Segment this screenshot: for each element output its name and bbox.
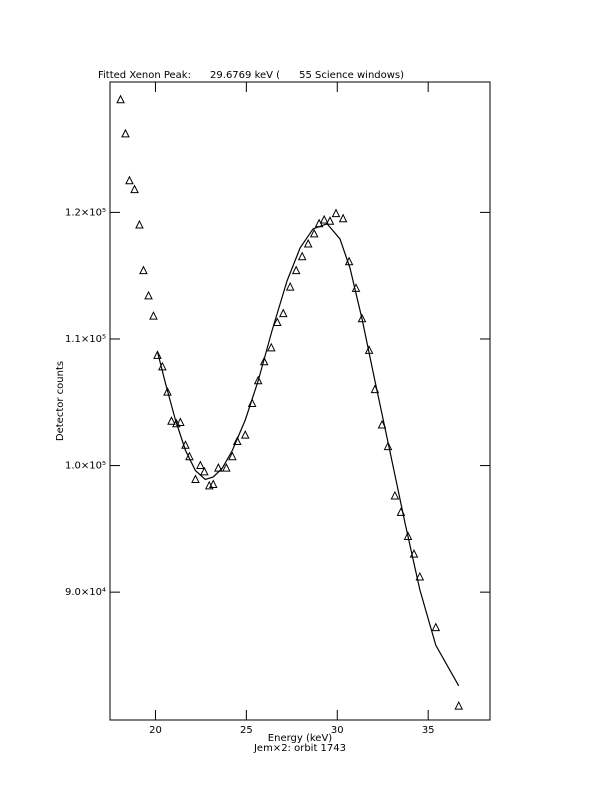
- data-point: [176, 417, 185, 427]
- data-point: [319, 214, 329, 224]
- data-point: [309, 228, 319, 238]
- data-point: [325, 216, 335, 225]
- data-point: [357, 313, 367, 323]
- data-point: [331, 208, 341, 218]
- data-point: [278, 308, 288, 318]
- x-tick-label: 25: [240, 725, 253, 736]
- data-point: [240, 430, 250, 439]
- data-point: [121, 128, 130, 138]
- data-point: [383, 441, 393, 451]
- data-point: [116, 94, 125, 104]
- data-point: [191, 474, 200, 483]
- x-tick-label: 20: [149, 725, 162, 736]
- data-point: [415, 571, 425, 581]
- data-point: [208, 479, 218, 489]
- data-point: [297, 251, 307, 261]
- data-point: [253, 375, 263, 385]
- data-point: [153, 350, 162, 359]
- y-tick-label: 1.1×10⁵: [65, 334, 106, 345]
- y-tick-label: 1.0×10⁵: [65, 461, 106, 472]
- x-axis-label: Energy (keV): [268, 733, 333, 744]
- data-point: [303, 238, 313, 248]
- data-point: [390, 490, 400, 500]
- data-point: [454, 700, 464, 710]
- data-point: [149, 311, 158, 320]
- data-point: [139, 265, 148, 275]
- x-tick-label: 30: [331, 725, 344, 736]
- data-point: [196, 460, 205, 470]
- data-point: [232, 436, 242, 446]
- subtitle: Jem×2: orbit 1743: [253, 743, 346, 754]
- y-axis-label: Detector counts: [55, 361, 66, 441]
- data-point: [167, 416, 176, 425]
- data-point: [200, 466, 209, 476]
- data-point: [163, 387, 172, 396]
- y-tick-label: 9.0×10⁴: [65, 587, 106, 598]
- data-point: [291, 265, 301, 275]
- data-point: [228, 451, 237, 461]
- data-point: [144, 290, 153, 300]
- data-point: [403, 531, 413, 540]
- data-point: [431, 622, 441, 632]
- data-point: [222, 462, 231, 472]
- data-point: [338, 213, 348, 223]
- y-tick-label: 1.2×10⁵: [65, 207, 106, 218]
- chart-title: Fitted Xenon Peak: 29.6769 keV ( 55 Scie…: [98, 70, 404, 81]
- data-point: [130, 184, 139, 194]
- data-point: [125, 175, 134, 185]
- data-point: [266, 342, 276, 352]
- data-point: [259, 356, 269, 366]
- data-point: [214, 462, 223, 472]
- plot-frame: [109, 81, 491, 721]
- data-point: [135, 219, 144, 229]
- fit-line: [156, 223, 460, 687]
- x-tick-label: 35: [422, 725, 435, 736]
- data-point: [285, 281, 295, 291]
- data-point: [272, 317, 282, 327]
